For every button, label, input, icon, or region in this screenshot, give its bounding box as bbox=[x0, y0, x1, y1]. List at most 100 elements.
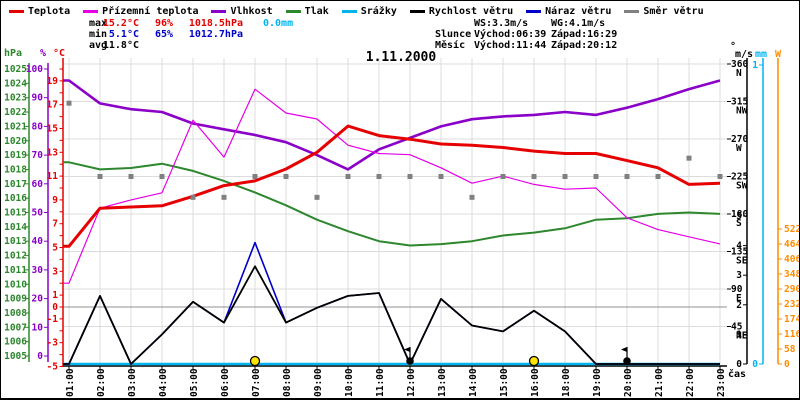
pressure-tick-label: 1012 bbox=[4, 251, 27, 262]
direction-axis-unit: ° bbox=[730, 41, 737, 52]
direction-tick-label: 360 bbox=[731, 59, 748, 70]
humidity-tick-label: 50 bbox=[32, 208, 44, 219]
pressure-tick-label: 1008 bbox=[4, 308, 27, 319]
time-tick-label: 08:00 bbox=[282, 368, 293, 397]
legend-color-dash bbox=[285, 9, 301, 13]
compass-tick-label: NE bbox=[736, 331, 748, 342]
stat-min-humidity: 65% bbox=[154, 29, 173, 40]
humidity-tick-label: 60 bbox=[32, 179, 44, 190]
temperature-tick-label: -5 bbox=[47, 362, 59, 373]
temperature-tick-label: 1 bbox=[52, 290, 58, 301]
wind-direction-square bbox=[562, 174, 568, 179]
radiation-tick-label: 116 bbox=[784, 329, 799, 340]
humidity-tick-label: 30 bbox=[32, 265, 44, 276]
wind-direction-square bbox=[314, 194, 320, 200]
time-tick-label: 05:00 bbox=[189, 368, 200, 397]
wind-direction-square bbox=[655, 174, 661, 179]
wind-direction-square bbox=[283, 174, 289, 179]
time-tick-label: 03:00 bbox=[127, 368, 138, 397]
wind-direction-square bbox=[438, 174, 444, 179]
pressure-tick-label: 1010 bbox=[4, 279, 27, 290]
wind-direction-square bbox=[531, 174, 537, 179]
radiation-tick-label: 348 bbox=[784, 269, 799, 280]
windspeed-tick-label: 1 bbox=[736, 329, 742, 340]
precip-axis-unit: mm bbox=[755, 49, 768, 60]
humidity-tick-label: 20 bbox=[32, 294, 44, 305]
direction-tick-label: 315 bbox=[731, 97, 748, 108]
time-tick-label: 22:00 bbox=[685, 368, 696, 397]
temperature-axis-unit: °C bbox=[53, 48, 66, 59]
sunset-time: Západ:16:29 bbox=[551, 29, 618, 40]
pressure-tick-label: 1014 bbox=[4, 222, 27, 233]
time-tick-label: 01:00 bbox=[65, 368, 76, 397]
time-tick-label: 07:00 bbox=[251, 368, 262, 397]
temperature-tick-label: 11 bbox=[47, 171, 59, 182]
wind-direction-square bbox=[345, 174, 351, 179]
wind-direction-square bbox=[66, 100, 72, 106]
compass-tick-label: S bbox=[736, 218, 742, 229]
time-tick-label: 12:00 bbox=[406, 368, 417, 397]
wind-direction-square bbox=[128, 174, 134, 179]
humidity-tick-label: 80 bbox=[32, 121, 44, 132]
time-tick-label: 04:00 bbox=[158, 368, 169, 397]
compass-tick-label: SW bbox=[736, 181, 748, 192]
windspeed-tick-label: 3 bbox=[736, 270, 742, 281]
legend-item-3: Vlhkost bbox=[211, 5, 273, 17]
pressure-tick-label: 1016 bbox=[4, 193, 27, 204]
temperature-tick-label: 3 bbox=[52, 266, 58, 277]
legend-item-1: Teplota bbox=[9, 6, 70, 17]
pressure-tick-label: 1017 bbox=[4, 179, 27, 190]
humidity-tick-label: 100 bbox=[26, 64, 43, 75]
stat-max-humidity: 96% bbox=[154, 18, 173, 29]
moon-label: Měsíc bbox=[435, 40, 466, 51]
time-tick-label: 14:00 bbox=[468, 368, 479, 397]
temperature-tick-label: 19 bbox=[47, 76, 59, 87]
wind-direction-square bbox=[500, 174, 506, 179]
windspeed-tick-label: 4 bbox=[736, 241, 742, 252]
legend-item-label: Tlak bbox=[304, 5, 329, 17]
windspeed-tick-label: 5 bbox=[736, 211, 742, 222]
legend-color-dash bbox=[409, 9, 425, 13]
moon-marker-flag bbox=[404, 347, 410, 352]
legend-item-label: Náraz větru bbox=[545, 5, 612, 17]
humidity-tick-label: 40 bbox=[32, 236, 44, 247]
stat-min-temp: 5.1°C bbox=[108, 29, 139, 40]
radiation-tick-label: 174 bbox=[784, 314, 799, 325]
moon-marker-flag bbox=[621, 347, 627, 352]
pressure-tick-label: 1006 bbox=[4, 337, 27, 348]
legend-item-6: Rychlost větru bbox=[409, 6, 513, 17]
series-humidity bbox=[63, 79, 721, 171]
direction-tick-label: 135 bbox=[731, 247, 748, 258]
wind-direction-square bbox=[717, 174, 723, 179]
legend-item-8: Směr větru bbox=[624, 6, 704, 17]
humidity-tick-label: 70 bbox=[32, 150, 44, 161]
time-tick-label: 21:00 bbox=[654, 368, 665, 397]
radiation-tick-label: 232 bbox=[784, 299, 799, 310]
legend-item-label: Přízemní teplota bbox=[102, 5, 199, 17]
wind-direction-square bbox=[376, 174, 382, 179]
time-tick-label: 11:00 bbox=[375, 368, 386, 397]
windspeed-axis-unit: m/s bbox=[735, 49, 754, 60]
temperature-tick-label: 0 bbox=[52, 302, 58, 313]
radiation-tick-label: 0 bbox=[784, 359, 790, 370]
series-wind-speed bbox=[63, 265, 720, 365]
compass-tick-label: W bbox=[736, 143, 742, 154]
time-tick-label: 16:00 bbox=[530, 368, 541, 397]
stat-min-pressure: 1012.7hPa bbox=[188, 29, 243, 40]
temperature-tick-label: 17 bbox=[47, 100, 58, 111]
stat-wind-gust-max: WG:4.1m/s bbox=[551, 18, 606, 29]
radiation-tick-label: 522 bbox=[784, 224, 799, 235]
pressure-tick-label: 1007 bbox=[4, 322, 27, 333]
legend-item-label: Vlhkost bbox=[230, 5, 273, 17]
temperature-tick-label: 7 bbox=[52, 219, 58, 230]
wind-direction-square bbox=[97, 174, 103, 179]
time-tick-label: 23:00 bbox=[716, 368, 727, 397]
pressure-tick-label: 1023 bbox=[4, 93, 27, 104]
radiation-tick-label: 290 bbox=[784, 284, 799, 295]
legend-item-4: Tlak bbox=[285, 5, 329, 17]
stat-max-temp: 15.2°C bbox=[102, 18, 139, 29]
legend-item-7: Náraz větru bbox=[526, 6, 611, 17]
compass-tick-label: E bbox=[736, 293, 742, 304]
time-tick-label: 06:00 bbox=[220, 368, 231, 397]
